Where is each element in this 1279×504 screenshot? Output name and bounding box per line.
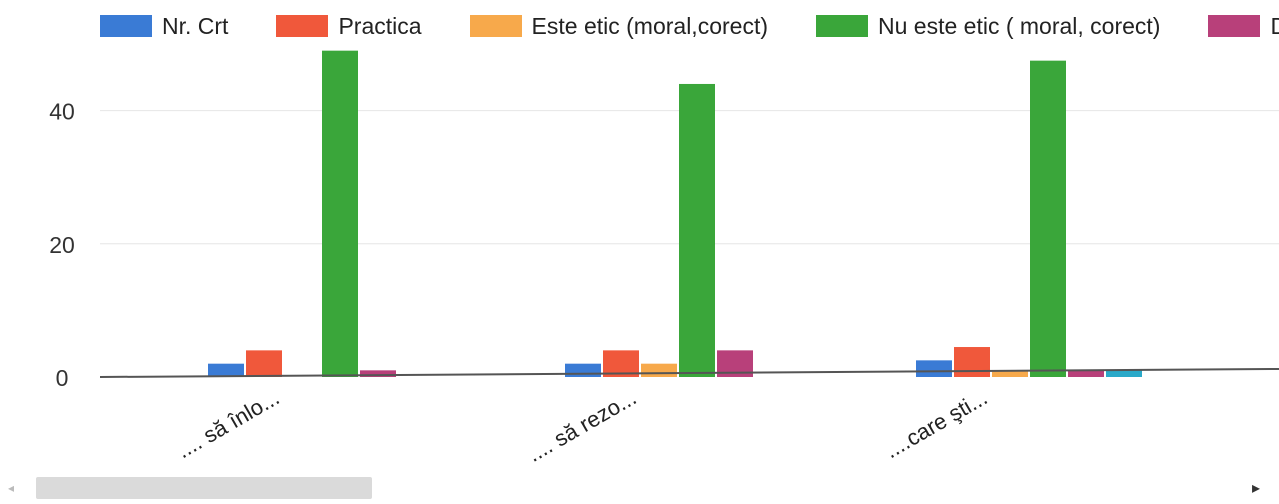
bar-6-3: [1106, 370, 1142, 377]
legend-swatch: [469, 15, 522, 37]
legend-item: Practica: [276, 8, 422, 44]
bar-5-1: [360, 370, 396, 377]
chart-plot: 0 20 40 .... să înlo... .... să rezo... ....c…: [49, 50, 1279, 467]
scroll-left-arrow-icon[interactable]: ◂: [8, 481, 15, 495]
horizontal-scrollbar[interactable]: ◂ ▸: [0, 470, 1279, 504]
scrollbar-thumb[interactable]: [36, 477, 372, 499]
bar-5-3: [1068, 370, 1104, 377]
x-category-label: ....care şti...: [881, 385, 992, 464]
bar-1-1: [208, 363, 244, 377]
legend-item: Nu este etic ( moral, corect): [816, 8, 1160, 44]
x-category-label: .... să rezo...: [523, 385, 640, 467]
legend-label: Este etic (moral,corect): [531, 12, 768, 39]
bar-2-3: [954, 347, 990, 377]
legend-label: Practica: [338, 12, 422, 39]
bar-2-1: [246, 350, 282, 377]
scroll-right-arrow-icon[interactable]: ▸: [1252, 478, 1261, 497]
bar-3-3: [992, 370, 1028, 377]
legend-swatch: [100, 15, 152, 37]
bar-1-2: [565, 363, 601, 377]
y-tick-label: 40: [49, 99, 75, 125]
bar-4-1: [322, 50, 358, 377]
x-category-label: .... să înlo...: [173, 385, 284, 464]
bar-4-3: [1030, 60, 1066, 378]
legend-item: Este etic (moral,corect): [469, 8, 768, 44]
bar-3-2: [641, 363, 677, 377]
y-tick-label: 20: [49, 232, 75, 258]
legend-item: Nr. Crt: [100, 8, 228, 44]
legend-label: Dep: [1270, 12, 1279, 39]
chart-legend: Nr. Crt Practica Este etic (moral,corect) N…: [100, 8, 1279, 44]
bar-1-3: [916, 360, 952, 377]
legend-item: Dep: [1208, 8, 1279, 44]
legend-label: Nr. Crt: [162, 12, 229, 39]
legend-swatch: [1208, 15, 1261, 37]
legend-swatch: [276, 15, 329, 37]
legend-label: Nu este etic ( moral, corect): [878, 12, 1161, 39]
bar-4-2: [679, 83, 715, 378]
y-tick-label: 0: [56, 365, 69, 391]
legend-swatch: [816, 15, 868, 37]
x-axis-line: [99, 368, 1279, 378]
